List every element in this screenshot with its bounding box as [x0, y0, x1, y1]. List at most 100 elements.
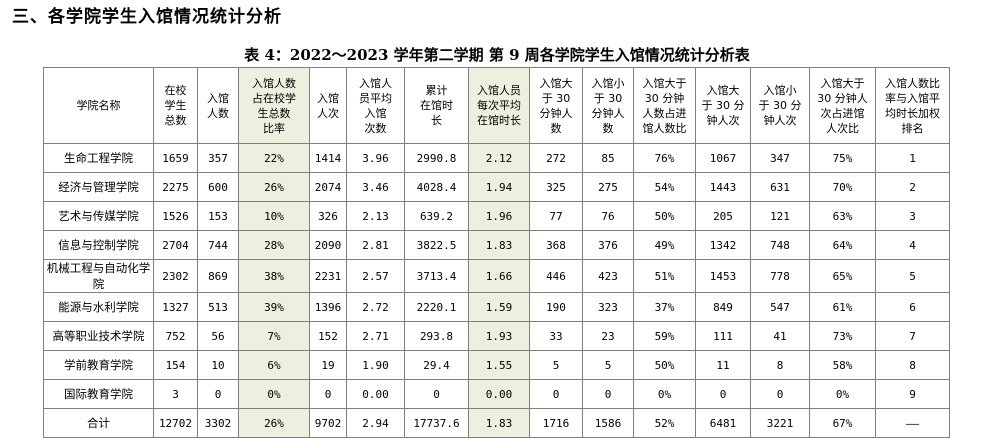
table-cell: 0: [404, 379, 469, 409]
table-cell: 744: [197, 230, 239, 260]
table-cell: 1443: [695, 172, 751, 202]
table-row: 国际教育学院 3 0 0% 0 0.00 0 0.00 0 0 0% 0 0 0% 9: [43, 379, 950, 409]
header-row: 学院名称 在校 学生 总数 入馆 人数 入馆人数 占在校学 生总数 比率 入馆 人次 入馆…: [43, 67, 950, 144]
table-cell: 1.94: [468, 172, 530, 202]
table-cell: 6%: [238, 350, 310, 380]
table-cell: 70%: [809, 172, 876, 202]
table-cell: 8: [750, 350, 810, 380]
table-cell: 63%: [809, 201, 876, 231]
table-cell: 58%: [809, 350, 876, 380]
table-cell: 10: [197, 350, 239, 380]
table-cell: 4028.4: [404, 172, 469, 202]
college-name-cell: 信息与控制学院: [43, 230, 154, 260]
table-cell: 752: [153, 321, 198, 351]
table-cell: 59%: [633, 321, 696, 351]
table-cell: 56: [197, 321, 239, 351]
column-header: 入馆 人次: [309, 67, 347, 144]
table-cell: 17737.6: [404, 408, 469, 438]
table-cell: 8: [875, 350, 950, 380]
column-header-label: 入馆人 员平均 入馆 次数: [359, 76, 392, 135]
table-cell: 1067: [695, 143, 751, 173]
column-header-label: 入馆小 于 30 分钟人 数: [591, 76, 625, 135]
table-cell: 631: [750, 172, 810, 202]
table-body: 生命工程学院 1659 357 22% 1414 3.96 2990.8 2.12 272 85 7…: [43, 143, 950, 438]
table-cell: 33: [529, 321, 583, 351]
table-cell: 3713.4: [404, 259, 469, 293]
table-cell: 3822.5: [404, 230, 469, 260]
total-row: 合计 12702 3302 26% 9702 2.94 17737.6 1.83 1716 158…: [43, 408, 950, 438]
table-cell: 1453: [695, 259, 751, 293]
table-cell: 639.2: [404, 201, 469, 231]
column-header-label: 入馆人数比 率与入馆平 均时长加权 排名: [885, 76, 940, 135]
college-name-cell: 经济与管理学院: [43, 172, 154, 202]
column-header: 入馆人数比 率与入馆平 均时长加权 排名: [875, 67, 950, 144]
table-cell: 2704: [153, 230, 198, 260]
table-cell: 85: [582, 143, 634, 173]
column-header-label: 入馆小 于 30 分 钟人次: [758, 84, 802, 127]
table-cell: 3: [153, 379, 198, 409]
table-cell: 347: [750, 143, 810, 173]
table-cell: 3.96: [346, 143, 405, 173]
table-cell: 1659: [153, 143, 198, 173]
column-header-label: 入馆人数 占在校学 生总数 比率: [252, 76, 296, 135]
table-cell: 50%: [633, 201, 696, 231]
column-header-label: 入馆 人数: [207, 91, 229, 120]
table-cell: 29.4: [404, 350, 469, 380]
table-cell: 37%: [633, 292, 696, 322]
table-cell: 205: [695, 201, 751, 231]
table-cell: 1414: [309, 143, 347, 173]
table-cell: 1586: [582, 408, 634, 438]
table-cell: 275: [582, 172, 634, 202]
table-cell: 0: [695, 379, 751, 409]
table-cell: 154: [153, 350, 198, 380]
college-name-cell: 机械工程与自动化学院: [43, 259, 154, 293]
table-cell: 2.12: [468, 143, 530, 173]
table-cell: 4: [875, 230, 950, 260]
table-cell: 152: [309, 321, 347, 351]
table-cell: 67%: [809, 408, 876, 438]
college-name-cell: 能源与水利学院: [43, 292, 154, 322]
table-cell: 0: [582, 379, 634, 409]
table-cell: 1.66: [468, 259, 530, 293]
college-name-cell: 高等职业技术学院: [43, 321, 154, 351]
table-cell: 869: [197, 259, 239, 293]
table-row: 信息与控制学院 2704 744 28% 2090 2.81 3822.5 1.83 368 37…: [43, 230, 950, 260]
table-cell: 9: [875, 379, 950, 409]
table-row: 生命工程学院 1659 357 22% 1414 3.96 2990.8 2.12 272 85 7…: [43, 143, 950, 173]
table-cell: 446: [529, 259, 583, 293]
table-cell: 2.72: [346, 292, 405, 322]
table-cell: 41: [750, 321, 810, 351]
table-cell: 2990.8: [404, 143, 469, 173]
table-cell: 2.13: [346, 201, 405, 231]
table-cell: 3: [875, 201, 950, 231]
table-cell: 1.59: [468, 292, 530, 322]
table-cell: 0: [750, 379, 810, 409]
table-cell: 75%: [809, 143, 876, 173]
table-cell: 49%: [633, 230, 696, 260]
table-cell: 26%: [238, 172, 310, 202]
table-cell: ——: [875, 408, 950, 438]
table-row: 学前教育学院 154 10 6% 19 1.90 29.4 1.55 5 5 50% 11 8 58% 8: [43, 350, 950, 380]
table-cell: 26%: [238, 408, 310, 438]
table-cell: 76%: [633, 143, 696, 173]
college-name-cell: 学前教育学院: [43, 350, 154, 380]
table-cell: 2090: [309, 230, 347, 260]
table-cell: 28%: [238, 230, 310, 260]
table-cell: 293.8: [404, 321, 469, 351]
table-cell: 12702: [153, 408, 198, 438]
table-cell: 22%: [238, 143, 310, 173]
table-cell: 0: [309, 379, 347, 409]
column-header-label: 入馆人员 每次平均 在馆时长: [477, 84, 521, 127]
table-cell: 5: [582, 350, 634, 380]
table-cell: 368: [529, 230, 583, 260]
table-cell: 357: [197, 143, 239, 173]
table-cell: 9702: [309, 408, 347, 438]
table-cell: 513: [197, 292, 239, 322]
table-cell: 2302: [153, 259, 198, 293]
column-header: 入馆大于 30 分钟 人数占进 馆人数比: [633, 67, 696, 144]
table-cell: 323: [582, 292, 634, 322]
table-cell: 2275: [153, 172, 198, 202]
table-cell: 3.46: [346, 172, 405, 202]
column-header-label: 累计 在馆时 长: [420, 84, 453, 127]
table-cell: 1.93: [468, 321, 530, 351]
